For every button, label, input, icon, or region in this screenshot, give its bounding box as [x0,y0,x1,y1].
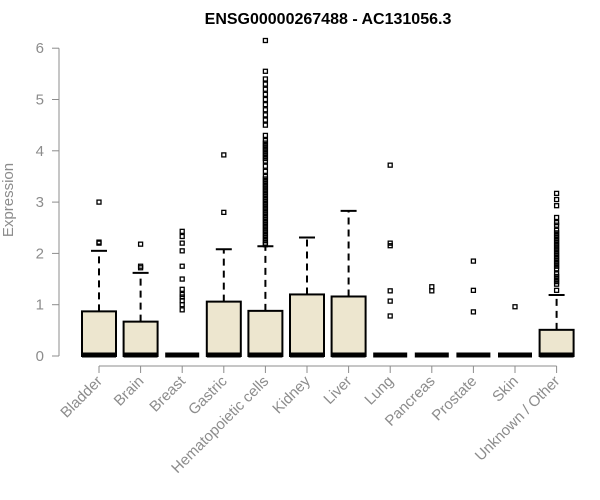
y-tick-label: 4 [36,143,44,160]
box-unknown-other [538,190,575,358]
outlier-point [470,309,477,315]
box-liver [330,209,367,358]
outlier-point [262,81,269,87]
outlier-point [262,68,269,74]
x-tick-label: Liver [320,373,355,408]
outlier-point [262,86,269,92]
outlier-point [429,288,435,294]
outlier-point [179,228,185,234]
outlier-point [221,152,227,158]
outlier-point [512,304,518,310]
x-tick-label: Prostate [429,373,481,425]
outlier-point [262,137,269,144]
outlier-point [387,313,393,319]
outlier-point [553,203,560,209]
y-tick-label: 2 [36,245,44,262]
outlier-point [553,219,560,226]
outlier-point [262,132,269,139]
outlier-point [262,96,269,103]
outlier-point [262,101,269,108]
outlier-point [137,241,144,247]
outlier-point [262,37,269,44]
outlier-point [262,122,269,128]
outlier-point [553,287,560,293]
box-gastric [205,152,242,358]
outlier-point [262,112,269,118]
box-prostate [456,258,491,358]
outlier-point [553,190,560,197]
outlier-point [262,163,269,169]
box-hematopoietic-cells [247,37,284,358]
outlier-point [553,196,560,203]
outlier-point [387,240,393,246]
box-bladder [81,199,117,358]
x-tick-label: Bladder [57,373,106,422]
outlier-point [179,248,185,254]
box-body [289,293,325,358]
outlier-point [96,199,102,205]
outlier-point [429,284,435,290]
y-axis: 0 1 2 3 4 5 6 [36,40,60,365]
y-tick-label: 5 [36,92,44,109]
box-lung [373,162,408,358]
box-skin [498,304,532,358]
y-tick-label: 0 [36,348,44,365]
outlier-point [470,287,477,293]
box-breast [165,228,200,358]
outlier-point [179,307,185,313]
box-body [122,320,159,357]
x-tick-label: Kidney [269,372,314,417]
box-body [330,295,367,358]
outlier-point [553,227,560,233]
y-tick-label: 3 [36,194,44,211]
outlier-point [179,240,185,246]
outlier-point [179,291,185,298]
box-body [538,328,575,358]
outlier-point [179,302,185,308]
outlier-point [387,162,393,168]
x-tick-label: Breast [146,372,189,415]
outlier-point [262,173,269,180]
box-pancreas [414,284,449,358]
outlier-point [179,276,185,282]
y-tick-label: 6 [36,40,44,57]
box-kidney [289,236,325,358]
box-body [205,300,242,358]
outlier-point [387,288,393,294]
outlier-point [179,286,185,292]
box-group [81,37,575,358]
x-tick-label: Brain [111,373,148,410]
outlier-point [553,271,560,277]
outlier-point [262,107,269,113]
outlier-point [221,209,227,216]
outlier-point [179,263,185,269]
outlier-point [262,117,269,123]
outlier-point [262,76,269,82]
outlier-point [470,258,477,264]
chart-title: ENSG00000267488 - AC131056.3 [205,11,452,28]
y-tick-label: 1 [36,297,44,314]
x-tick-label: Skin [489,373,522,406]
y-axis-label: Expression [0,163,17,237]
box-body [81,310,117,357]
outlier-point [553,214,560,221]
outlier-point [262,91,269,98]
outlier-point [262,168,269,174]
box-body [247,309,284,357]
outlier-point [179,233,185,240]
outlier-point [96,239,102,245]
outlier-point [387,298,393,304]
outlier-point [137,263,144,269]
box-brain [122,241,159,358]
x-tick-label: Lung [361,373,397,409]
